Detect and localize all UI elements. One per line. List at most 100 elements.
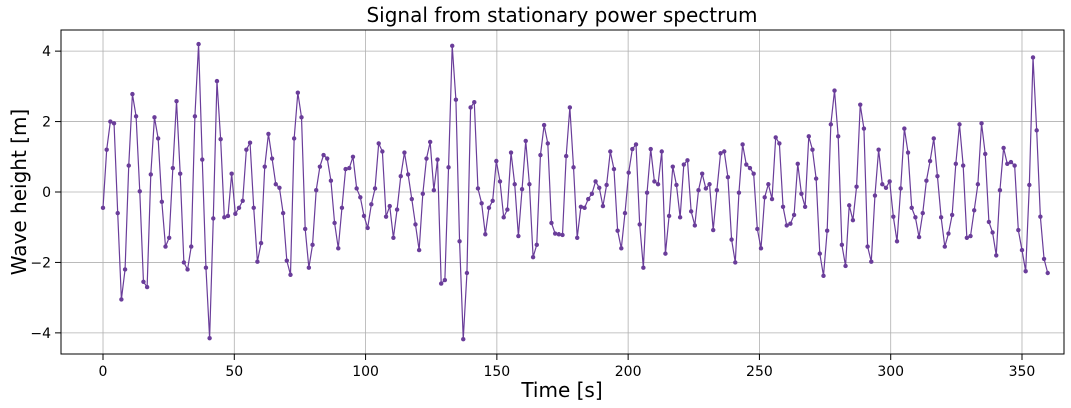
data-point	[280, 210, 286, 216]
data-point	[438, 281, 444, 286]
y-tick-label: 0	[42, 185, 51, 201]
data-point	[810, 147, 815, 152]
data-point	[266, 131, 271, 137]
data-point	[821, 273, 826, 279]
data-point	[192, 114, 198, 119]
data-point	[178, 171, 183, 176]
data-point	[218, 136, 223, 142]
data-point	[479, 201, 484, 206]
data-point	[872, 193, 878, 198]
data-point	[141, 279, 146, 284]
data-point	[122, 267, 128, 272]
data-point	[306, 265, 312, 270]
data-point	[416, 247, 422, 253]
data-point	[461, 337, 466, 342]
data-point	[516, 233, 521, 239]
data-point	[990, 230, 995, 235]
data-point	[1001, 145, 1006, 151]
data-point	[780, 204, 786, 209]
y-tick-label: 4	[42, 44, 51, 60]
data-point	[398, 173, 403, 179]
data-point	[876, 147, 881, 152]
data-point	[111, 121, 117, 126]
data-point	[861, 126, 867, 131]
data-point	[277, 185, 282, 190]
data-point	[795, 161, 800, 167]
data-point	[372, 186, 378, 191]
data-point	[964, 235, 970, 240]
data-point	[997, 188, 1003, 193]
data-point	[972, 208, 977, 213]
data-point	[343, 166, 348, 172]
data-point	[431, 188, 437, 193]
data-point	[824, 228, 830, 233]
series-line	[102, 44, 1049, 340]
data-point	[935, 173, 940, 179]
data-point	[619, 246, 624, 251]
data-point	[869, 259, 874, 264]
data-point	[983, 151, 988, 157]
data-point	[975, 182, 981, 187]
data-point	[328, 178, 334, 183]
data-point	[472, 100, 477, 105]
data-point	[240, 198, 245, 203]
data-point	[273, 182, 278, 187]
data-point	[670, 164, 675, 169]
x-tick-label: 200	[615, 364, 642, 380]
data-point	[655, 182, 661, 187]
data-point	[920, 210, 925, 216]
data-points	[100, 41, 1050, 342]
data-point	[563, 153, 569, 159]
data-point	[405, 172, 411, 177]
data-point	[1034, 128, 1039, 133]
data-point	[1012, 163, 1017, 168]
data-point	[817, 251, 823, 256]
data-point	[365, 225, 370, 231]
data-point	[347, 165, 352, 171]
data-point	[593, 179, 598, 184]
x-tick-label: 150	[483, 364, 510, 380]
data-point	[501, 215, 506, 220]
data-point	[832, 88, 837, 93]
data-point	[909, 205, 914, 211]
axis-ticks: 0 50 100 150 200 250 300 350 −4 −2 0 2 4	[30, 44, 1035, 380]
data-point	[538, 152, 543, 158]
data-point	[828, 122, 834, 127]
data-point	[387, 203, 392, 209]
data-point	[887, 179, 892, 184]
data-point	[611, 166, 617, 172]
data-point	[1038, 214, 1043, 219]
data-point	[586, 196, 591, 202]
data-point	[255, 259, 260, 264]
grid	[61, 30, 1064, 354]
data-point	[571, 165, 576, 170]
data-point	[450, 43, 455, 49]
data-point	[413, 222, 418, 227]
data-point	[475, 186, 481, 191]
data-point	[648, 146, 653, 152]
data-point	[519, 186, 525, 192]
data-point	[722, 149, 727, 154]
data-point	[148, 172, 153, 177]
data-point	[644, 190, 650, 195]
y-tick-label: −4	[30, 326, 51, 342]
data-point	[130, 91, 135, 97]
data-point	[163, 244, 168, 249]
data-point	[688, 209, 694, 214]
data-point	[567, 105, 573, 110]
data-point	[773, 135, 778, 140]
data-point	[674, 182, 679, 188]
data-point	[258, 240, 264, 246]
data-point	[858, 102, 863, 107]
data-point	[905, 150, 911, 155]
data-point	[200, 157, 205, 162]
data-point	[446, 165, 451, 170]
data-point	[913, 215, 918, 220]
data-point	[968, 233, 973, 239]
data-point	[207, 335, 212, 341]
data-point	[957, 122, 962, 127]
data-point	[902, 126, 907, 131]
data-point	[854, 184, 859, 189]
data-point	[486, 205, 492, 211]
data-point	[490, 198, 495, 203]
